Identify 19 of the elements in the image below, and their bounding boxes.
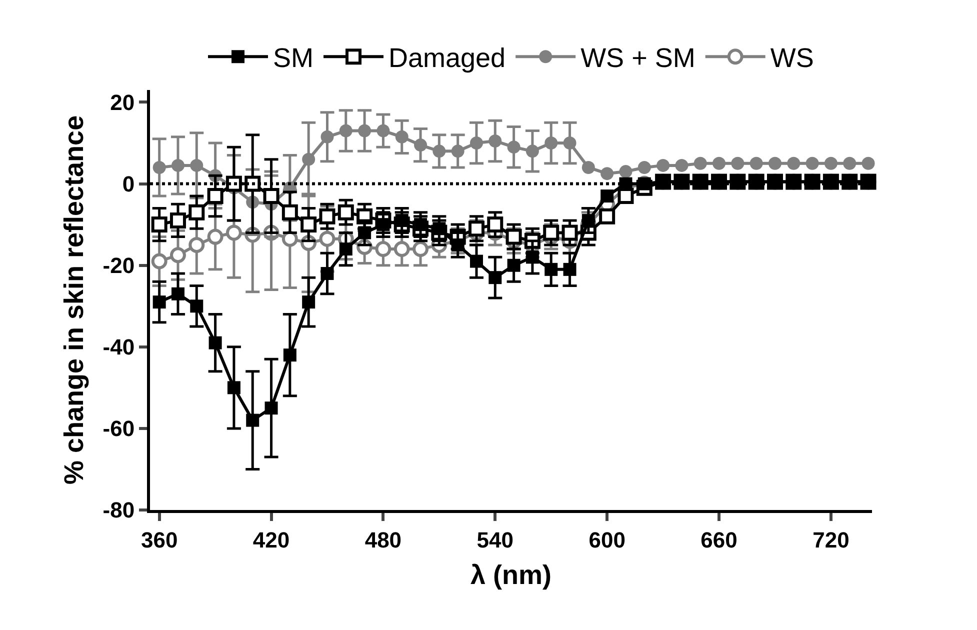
y-tick-label: -40	[102, 334, 135, 360]
legend-label: SM	[273, 43, 314, 74]
y-tick-label: 0	[122, 171, 135, 196]
x-axis-title: λ (nm)	[470, 560, 552, 590]
x-tick-label: 420	[252, 527, 290, 552]
legend-label: WS + SM	[580, 43, 696, 74]
x-tick-label: 720	[812, 527, 850, 552]
y-tick-label: -60	[102, 416, 135, 442]
x-tick-label: 600	[588, 527, 626, 552]
x-tick-label: 480	[364, 527, 402, 552]
y-tick-label: -20	[102, 253, 135, 278]
y-tick-label: 20	[110, 90, 135, 115]
x-tick-label: 360	[140, 527, 178, 552]
legend-label: WS	[770, 43, 814, 74]
x-tick-label: 540	[476, 527, 514, 552]
y-axis-title: % change in skin reflectance	[58, 115, 89, 485]
x-tick-label: 660	[700, 527, 738, 552]
legend-label: Damaged	[388, 43, 506, 74]
y-tick-label: -80	[102, 498, 135, 523]
